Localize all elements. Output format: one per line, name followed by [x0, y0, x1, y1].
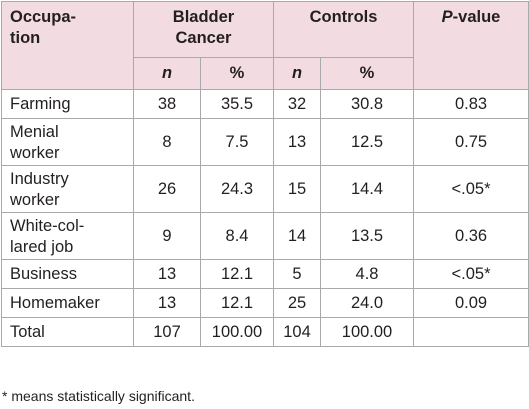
- header-bladder-cancer: Bladder Cancer: [133, 1, 274, 58]
- cell-bladder-percent: 7.5: [200, 118, 274, 166]
- cell-p-value: 0.75: [413, 118, 529, 166]
- cell-bladder-n: 38: [133, 89, 201, 119]
- header-p-value: P-value: [413, 1, 529, 90]
- cell-bladder-percent: 24.3: [200, 165, 274, 213]
- subheader-controls-n: n: [273, 57, 321, 90]
- occupation-table: Occupa- tion Bladder Cancer Controls P-v…: [1, 1, 529, 347]
- header-bladder-cancer-line2: Cancer: [175, 29, 232, 47]
- header-bladder-cancer-line1: Bladder: [172, 8, 235, 26]
- cell-controls-n: 13: [273, 118, 321, 166]
- table-row: Business 13 12.1 5 4.8 <.05*: [1, 259, 529, 289]
- cell-p-value: 0.83: [413, 89, 529, 119]
- cell-p-value: <.05*: [413, 165, 529, 213]
- subheader-bladder-n: n: [133, 57, 201, 90]
- cell-bladder-n: 13: [133, 288, 201, 318]
- cell-controls-percent: 4.8: [320, 259, 414, 289]
- cell-bladder-n: 26: [133, 165, 201, 213]
- header-p-letter: P: [441, 8, 453, 26]
- cell-controls-percent: 12.5: [320, 118, 414, 166]
- header-row: Occupa- tion Bladder Cancer Controls P-v…: [1, 1, 529, 90]
- cell-p-value: <.05*: [413, 259, 529, 289]
- cell-p-value: 0.09: [413, 288, 529, 318]
- table-row: White-col-lared job 9 8.4 14 13.5 0.36: [1, 212, 529, 260]
- header-occupation-line2: tion: [10, 29, 41, 47]
- table-row: Homemaker 13 12.1 25 24.0 0.09: [1, 288, 529, 318]
- subheader-bladder-percent: %: [200, 57, 274, 90]
- cell-occupation: Industry worker: [1, 165, 134, 213]
- cell-bladder-percent: 35.5: [200, 89, 274, 119]
- cell-bladder-percent: 8.4: [200, 212, 274, 260]
- cell-controls-n: 15: [273, 165, 321, 213]
- header-occupation-line1: Occupa-: [10, 8, 77, 26]
- cell-controls-n: 104: [273, 317, 321, 347]
- cell-p-value: 0.36: [413, 212, 529, 260]
- header-p-rest: -value: [452, 8, 501, 26]
- cell-bladder-n: 8: [133, 118, 201, 166]
- cell-bladder-percent: 12.1: [200, 259, 274, 289]
- subheader-row: n % n %: [2, 57, 529, 90]
- cell-bladder-n: 107: [133, 317, 201, 347]
- cell-occupation: Farming: [1, 89, 134, 119]
- cell-occupation: Business: [1, 259, 134, 289]
- header-occupation: Occupa- tion: [1, 1, 134, 90]
- cell-controls-percent: 14.4: [320, 165, 414, 213]
- cell-occupation: Total: [1, 317, 134, 347]
- header-controls: Controls: [273, 1, 414, 58]
- cell-controls-percent: 100.00: [320, 317, 414, 347]
- cell-bladder-n: 13: [133, 259, 201, 289]
- cell-controls-n: 5: [273, 259, 321, 289]
- cell-controls-percent: 30.8: [320, 89, 414, 119]
- table-row: Industry worker 26 24.3 15 14.4 <.05*: [1, 165, 529, 213]
- table-row: Farming 38 35.5 32 30.8 0.83: [1, 89, 529, 119]
- table-body: Farming 38 35.5 32 30.8 0.83 Menial worker 8 7.5 1…: [1, 89, 529, 347]
- cell-controls-n: 14: [273, 212, 321, 260]
- cell-occupation: Homemaker: [1, 288, 134, 318]
- cell-occupation: Menial worker: [1, 118, 134, 166]
- cell-bladder-percent: 100.00: [200, 317, 274, 347]
- cell-bladder-percent: 12.1: [200, 288, 274, 318]
- cell-controls-n: 32: [273, 89, 321, 119]
- cell-controls-percent: 24.0: [320, 288, 414, 318]
- table-row: Total 107 100.00 104 100.00: [1, 317, 529, 347]
- cell-controls-n: 25: [273, 288, 321, 318]
- footnote: * means statistically significant.: [2, 388, 195, 404]
- cell-p-value: [413, 317, 529, 347]
- table-row: Menial worker 8 7.5 13 12.5 0.75: [1, 118, 529, 166]
- cell-occupation: White-col-lared job: [1, 212, 134, 260]
- cell-controls-percent: 13.5: [320, 212, 414, 260]
- cell-bladder-n: 9: [133, 212, 201, 260]
- subheader-controls-percent: %: [320, 57, 414, 90]
